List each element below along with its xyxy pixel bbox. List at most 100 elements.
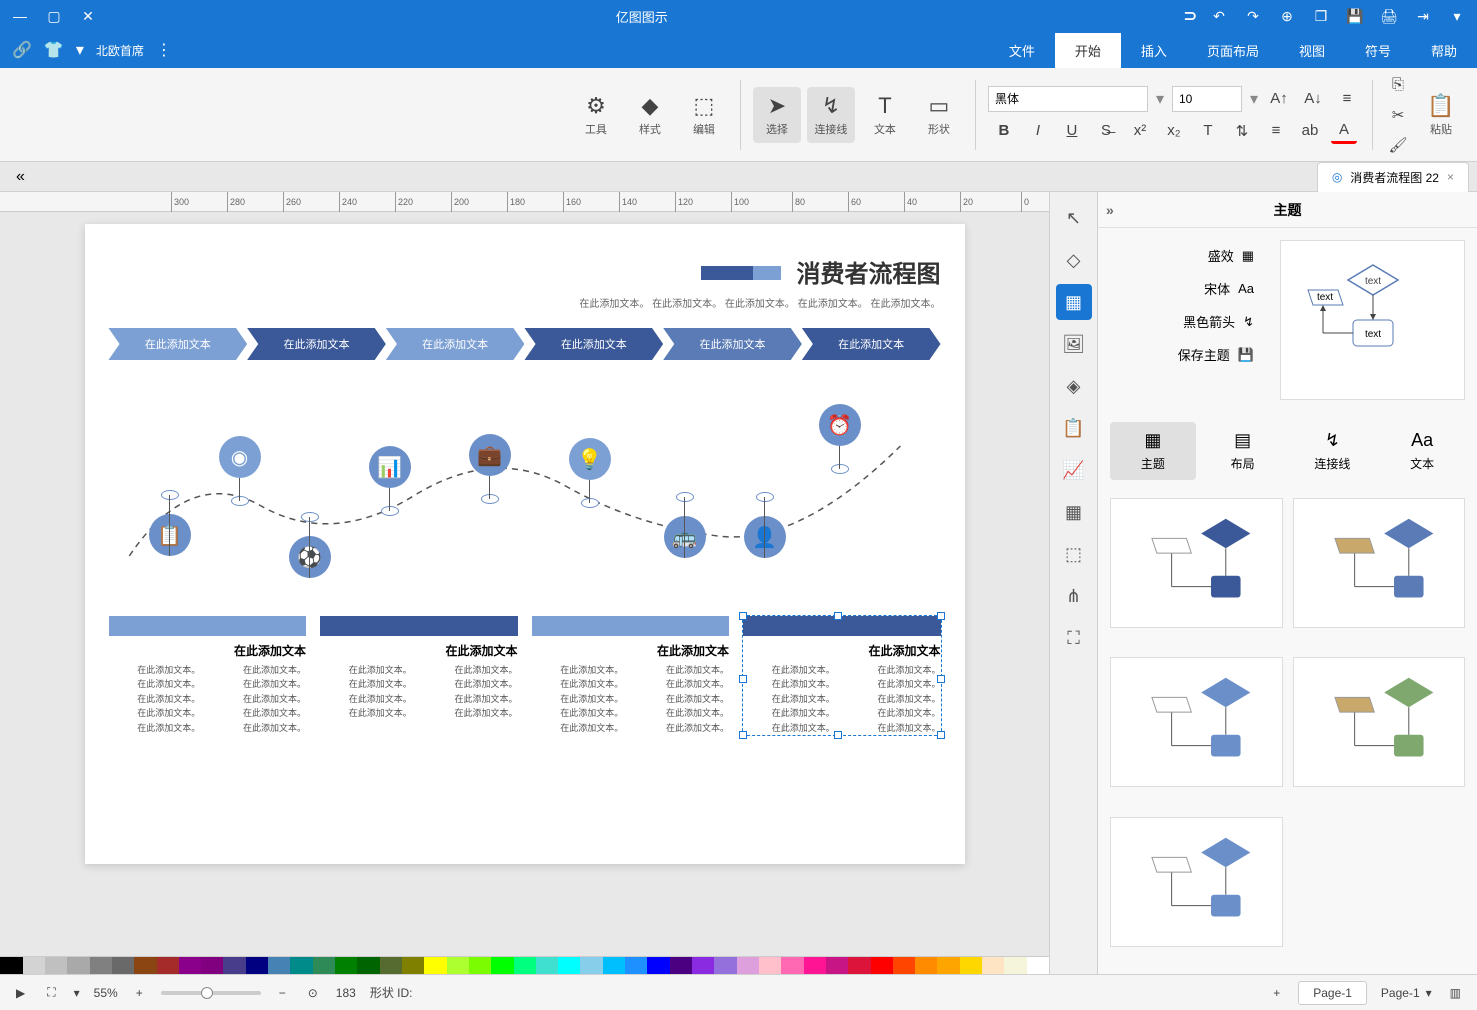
page-dropdown-icon[interactable]: ▾ <box>1426 986 1432 1000</box>
italic-icon[interactable]: I <box>1025 118 1051 144</box>
palette-swatch[interactable] <box>625 957 647 974</box>
palette-swatch[interactable] <box>692 957 714 974</box>
tool-fullscreen-icon[interactable]: ⛶ <box>1056 620 1092 656</box>
settings-icon[interactable]: 👕 <box>44 40 64 60</box>
arrow-step-0[interactable]: 在此添加文本 <box>802 328 941 360</box>
minimize-button[interactable]: — <box>8 4 32 28</box>
arrow-step-5[interactable]: 在此添加文本 <box>108 328 247 360</box>
palette-swatch[interactable] <box>982 957 1004 974</box>
palette-swatch[interactable] <box>804 957 826 974</box>
menu-帮助[interactable]: 帮助 <box>1411 33 1477 68</box>
palette-swatch[interactable] <box>290 957 312 974</box>
tool-org-icon[interactable]: ⬚ <box>1056 536 1092 572</box>
tool-clipboard-icon[interactable]: 📋 <box>1056 410 1092 446</box>
add-icon[interactable]: ⊕ <box>1275 4 1299 28</box>
tool-eraser-icon[interactable]: ◇ <box>1056 242 1092 278</box>
palette-swatch[interactable] <box>871 957 893 974</box>
font-shrink-icon[interactable]: A↓ <box>1300 86 1326 112</box>
palette-swatch[interactable] <box>848 957 870 974</box>
palette-swatch[interactable] <box>826 957 848 974</box>
effect-option[interactable]: 盛效▦ <box>1106 240 1260 271</box>
avatar-text[interactable]: 北欧首席 <box>96 42 144 59</box>
copy-icon[interactable]: ⎘ <box>1385 72 1411 98</box>
arrow-step-1[interactable]: 在此添加文本 <box>663 328 802 360</box>
highlight-icon[interactable]: ab <box>1297 118 1323 144</box>
info-col-2[interactable]: 在此添加文本在此添加文本。在此添加文本。在此添加文本。在此添加文本。在此添加文本… <box>320 616 518 735</box>
color-palette[interactable] <box>0 956 1049 974</box>
palette-swatch[interactable] <box>313 957 335 974</box>
style-button[interactable]: ◆样式 <box>626 87 674 143</box>
layout-icon[interactable]: ▥ <box>1446 984 1465 1002</box>
palette-swatch[interactable] <box>937 957 959 974</box>
palette-swatch[interactable] <box>580 957 602 974</box>
palette-swatch[interactable] <box>112 957 134 974</box>
info-col-3[interactable]: 在此添加文本在此添加文本。在此添加文本。在此添加文本。在此添加文本。在此添加文本… <box>109 616 307 735</box>
canvas-scroll[interactable]: 消费者流程图 在此添加文本。 在此添加文本。 在此添加文本。 在此添加文本。 在… <box>0 212 1049 956</box>
arrow-step-2[interactable]: 在此添加文本 <box>524 328 663 360</box>
timeline-icon-4[interactable]: 💼 <box>469 434 511 476</box>
arrow-step-3[interactable]: 在此添加文本 <box>386 328 525 360</box>
timeline-icon-2[interactable]: 🚌 <box>664 516 706 558</box>
theme-cat-3[interactable]: Aa文本 <box>1379 422 1465 480</box>
fit-icon[interactable]: ⊙ <box>304 984 322 1002</box>
palette-swatch[interactable] <box>893 957 915 974</box>
palette-swatch[interactable] <box>781 957 803 974</box>
fullscreen-icon[interactable]: ⛶ <box>43 983 59 1002</box>
theme-card-0[interactable] <box>1110 498 1283 628</box>
palette-swatch[interactable] <box>179 957 201 974</box>
bold-icon[interactable]: B <box>991 118 1017 144</box>
tool-chart-icon[interactable]: 📈 <box>1056 452 1092 488</box>
palette-swatch[interactable] <box>45 957 67 974</box>
strike-icon[interactable]: S̶ <box>1093 118 1119 144</box>
palette-swatch[interactable] <box>670 957 692 974</box>
palette-swatch[interactable] <box>960 957 982 974</box>
palette-swatch[interactable] <box>402 957 424 974</box>
sub-icon[interactable]: x₂ <box>1161 118 1187 144</box>
expand-tabs-icon[interactable]: « <box>8 168 33 186</box>
save-icon[interactable]: 💾 <box>1343 4 1367 28</box>
palette-swatch[interactable] <box>157 957 179 974</box>
palette-swatch[interactable] <box>447 957 469 974</box>
close-tab-icon[interactable]: × <box>1447 170 1454 184</box>
menu-开始[interactable]: 开始 <box>1055 33 1121 68</box>
restore-icon[interactable]: ❐ <box>1309 4 1333 28</box>
palette-swatch[interactable] <box>201 957 223 974</box>
palette-swatch[interactable] <box>536 957 558 974</box>
font-size-select[interactable] <box>1172 86 1242 112</box>
collapse-panel-icon[interactable]: » <box>1106 202 1114 218</box>
palette-swatch[interactable] <box>491 957 513 974</box>
text-button[interactable]: T文本 <box>861 87 909 143</box>
line-option[interactable]: 黑色箭头↯ <box>1106 306 1260 337</box>
save-theme-option[interactable]: 保存主题💾 <box>1106 339 1260 370</box>
theme-cat-0[interactable]: ▦主题 <box>1110 422 1196 480</box>
palette-swatch[interactable] <box>714 957 736 974</box>
edit-button[interactable]: ⬚编辑 <box>680 87 728 143</box>
maximize-button[interactable]: ▢ <box>42 4 66 28</box>
palette-swatch[interactable] <box>23 957 45 974</box>
menu-页面布局[interactable]: 页面布局 <box>1187 33 1279 68</box>
tool-image-icon[interactable]: 🖼 <box>1056 326 1092 362</box>
palette-swatch[interactable] <box>67 957 89 974</box>
zoom-out-icon[interactable]: − <box>275 984 290 1002</box>
palette-swatch[interactable] <box>335 957 357 974</box>
menu-插入[interactable]: 插入 <box>1121 33 1187 68</box>
menu-文件[interactable]: 文件 <box>989 33 1055 68</box>
theme-card-2[interactable] <box>1110 657 1283 787</box>
brush-icon[interactable]: 🖌 <box>1385 132 1411 158</box>
dropdown-icon[interactable]: ▾ <box>1445 4 1469 28</box>
page[interactable]: 消费者流程图 在此添加文本。 在此添加文本。 在此添加文本。 在此添加文本。 在… <box>85 224 965 864</box>
timeline-icon-1[interactable]: 👤 <box>744 516 786 558</box>
add-page-icon[interactable]: + <box>1269 984 1284 1002</box>
menu-视图[interactable]: 视图 <box>1279 33 1345 68</box>
list-icon[interactable]: ≡ <box>1263 118 1289 144</box>
dropdown2-icon[interactable]: ▾ <box>76 40 84 60</box>
palette-swatch[interactable] <box>424 957 446 974</box>
palette-swatch[interactable] <box>90 957 112 974</box>
theme-card-1[interactable] <box>1293 498 1466 628</box>
palette-swatch[interactable] <box>223 957 245 974</box>
palette-swatch[interactable] <box>268 957 290 974</box>
tool-shapes-icon[interactable]: ▦ <box>1056 284 1092 320</box>
tool-pointer-icon[interactable]: ↖ <box>1056 200 1092 236</box>
tool-layers-icon[interactable]: ◈ <box>1056 368 1092 404</box>
timeline-icon-0[interactable]: ⏰ <box>819 404 861 446</box>
